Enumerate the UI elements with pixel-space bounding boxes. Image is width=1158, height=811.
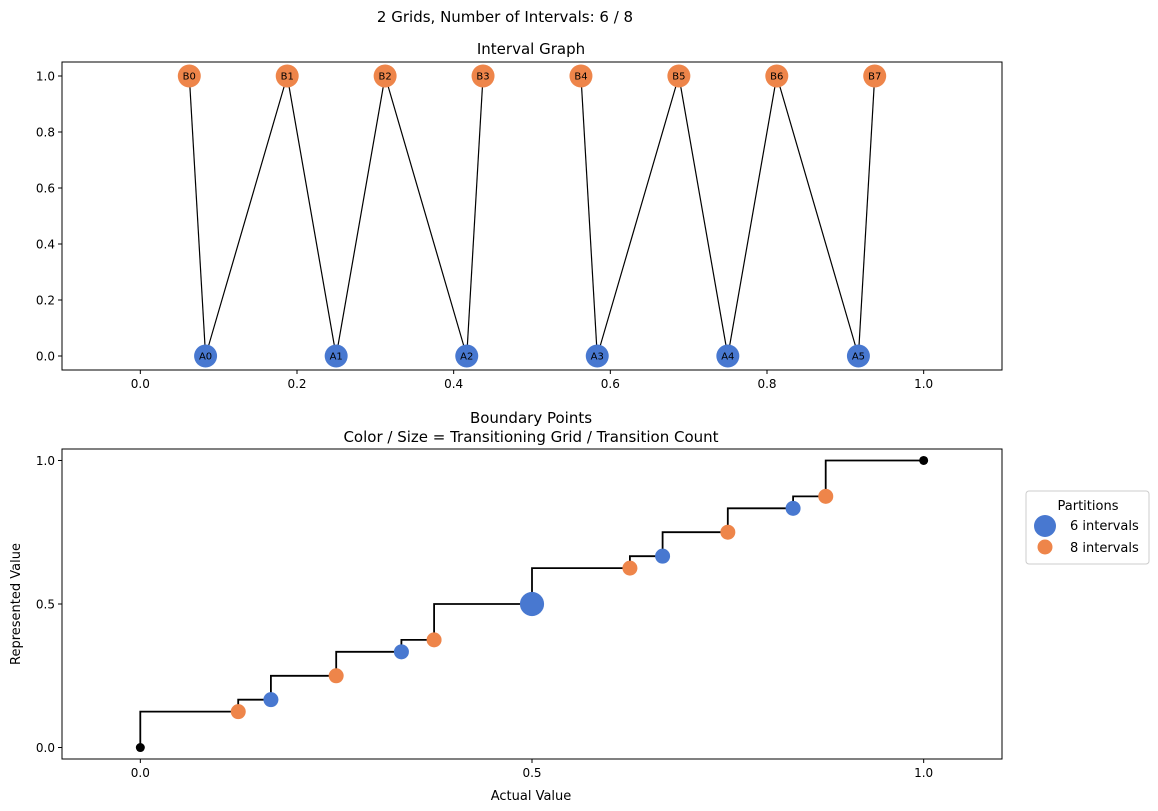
graph-node-label: A4 (721, 352, 734, 363)
graph-node-b7 (863, 64, 887, 88)
graph-edge (727, 75, 778, 357)
y-axis-label: Represented Value (9, 543, 24, 665)
graph-edge (776, 75, 859, 357)
interval-graph-edges (188, 75, 876, 357)
graph-node-label: B6 (770, 72, 783, 83)
x-tick-label: 0.0 (131, 377, 150, 391)
y-tick-label: 0.2 (36, 294, 55, 308)
graph-node-b1 (275, 64, 299, 88)
boundary-points-panel: Boundary Points Color / Size = Transitio… (9, 409, 1003, 804)
y-tick-label: 0.5 (36, 598, 55, 612)
graph-node-a2 (455, 344, 479, 368)
boundary-point-b (622, 560, 638, 576)
interval-graph-y-ticks: 0.0 0.2 0.4 0.6 0.8 1.0 (36, 70, 62, 364)
graph-node-b3 (471, 64, 495, 88)
x-tick-label: 0.5 (522, 766, 541, 780)
boundary-point-a (519, 591, 545, 617)
graph-node-label: B1 (281, 72, 294, 83)
graph-edge (205, 75, 288, 357)
legend-frame (1025, 490, 1150, 565)
graph-node-b4 (569, 64, 593, 88)
interval-graph-panel: Interval Graph A0 A1 A2 A3 A4 A5 B0 B1 B2 B3 B4 B5 B… (36, 40, 1003, 391)
boundary-points-y-ticks: 0.0 0.5 1.0 (36, 454, 62, 755)
boundary-point-b (818, 488, 834, 504)
graph-node-b0 (177, 64, 201, 88)
graph-node-b6 (765, 64, 789, 88)
graph-edge (188, 75, 207, 357)
boundary-point-b (426, 632, 442, 648)
boundary-point-b (720, 524, 736, 540)
graph-node-label: B3 (476, 72, 489, 83)
legend-label-8-intervals: 8 intervals (1070, 541, 1139, 556)
graph-node-label: B7 (868, 72, 881, 83)
boundary-points-x-ticks: 0.0 0.5 1.0 (131, 759, 933, 780)
x-axis-label: Actual Value (491, 789, 572, 804)
x-tick-label: 0.0 (131, 766, 150, 780)
graph-node-a3 (585, 344, 609, 368)
x-tick-label: 1.0 (914, 377, 933, 391)
boundary-point-a (655, 548, 671, 564)
y-tick-label: 0.8 (36, 126, 55, 140)
legend-marker-6-intervals (1034, 515, 1056, 537)
boundary-point-b (328, 668, 344, 684)
figure-suptitle: 2 Grids, Number of Intervals: 6 / 8 (377, 8, 633, 26)
y-tick-label: 0.0 (36, 350, 55, 364)
graph-node-a1 (324, 344, 348, 368)
boundary-point-a (263, 692, 279, 708)
graph-node-a4 (716, 344, 740, 368)
x-tick-label: 0.4 (444, 377, 463, 391)
x-tick-label: 1.0 (914, 766, 933, 780)
y-tick-label: 0.4 (36, 238, 55, 252)
interval-graph-x-ticks: 0.0 0.2 0.4 0.6 0.8 1.0 (131, 370, 933, 391)
graph-node-a0 (194, 344, 218, 368)
graph-edge (678, 75, 729, 357)
boundary-points-title: Boundary Points (470, 409, 592, 427)
graph-edge (384, 75, 468, 357)
graph-node-label: B2 (379, 72, 392, 83)
graph-edge (596, 75, 680, 357)
graph-node-a5 (846, 344, 870, 368)
graph-node-b5 (667, 64, 691, 88)
x-tick-label: 0.2 (287, 377, 306, 391)
graph-edge (580, 75, 598, 357)
endpoint-marker (919, 455, 929, 465)
interval-graph-nodes: A0 A1 A2 A3 A4 A5 B0 B1 B2 B3 B4 B5 B6 B7 (177, 64, 887, 368)
boundary-point-b (230, 704, 246, 720)
y-tick-label: 0.0 (36, 741, 55, 755)
graph-edge (335, 75, 386, 357)
y-tick-label: 1.0 (36, 70, 55, 84)
graph-edge (466, 75, 484, 357)
boundary-points-markers (135, 455, 929, 753)
partitions-legend: Partitions 6 intervals 8 intervals (1025, 490, 1150, 565)
x-tick-label: 0.8 (757, 377, 776, 391)
graph-node-label: B5 (672, 72, 685, 83)
graph-node-label: A0 (199, 352, 212, 363)
interval-graph-title: Interval Graph (477, 40, 585, 58)
legend-label-6-intervals: 6 intervals (1070, 519, 1139, 534)
graph-edge (286, 75, 337, 357)
graph-node-label: B4 (574, 72, 587, 83)
legend-title: Partitions (1058, 499, 1119, 514)
graph-node-label: A5 (852, 352, 865, 363)
graph-node-label: B0 (183, 72, 196, 83)
graph-node-label: A2 (460, 352, 473, 363)
graph-edge (857, 75, 876, 357)
legend-marker-8-intervals (1037, 539, 1053, 555)
graph-node-b2 (373, 64, 397, 88)
boundary-point-a (393, 644, 409, 660)
boundary-points-subtitle: Color / Size = Transitioning Grid / Tran… (343, 428, 718, 446)
x-tick-label: 0.6 (601, 377, 620, 391)
graph-node-label: A3 (591, 352, 604, 363)
endpoint-marker (135, 743, 145, 753)
y-tick-label: 1.0 (36, 454, 55, 468)
graph-node-label: A1 (330, 352, 343, 363)
y-tick-label: 0.6 (36, 182, 55, 196)
boundary-point-a (785, 500, 801, 516)
interval-graph-axes-frame (61, 61, 1003, 371)
